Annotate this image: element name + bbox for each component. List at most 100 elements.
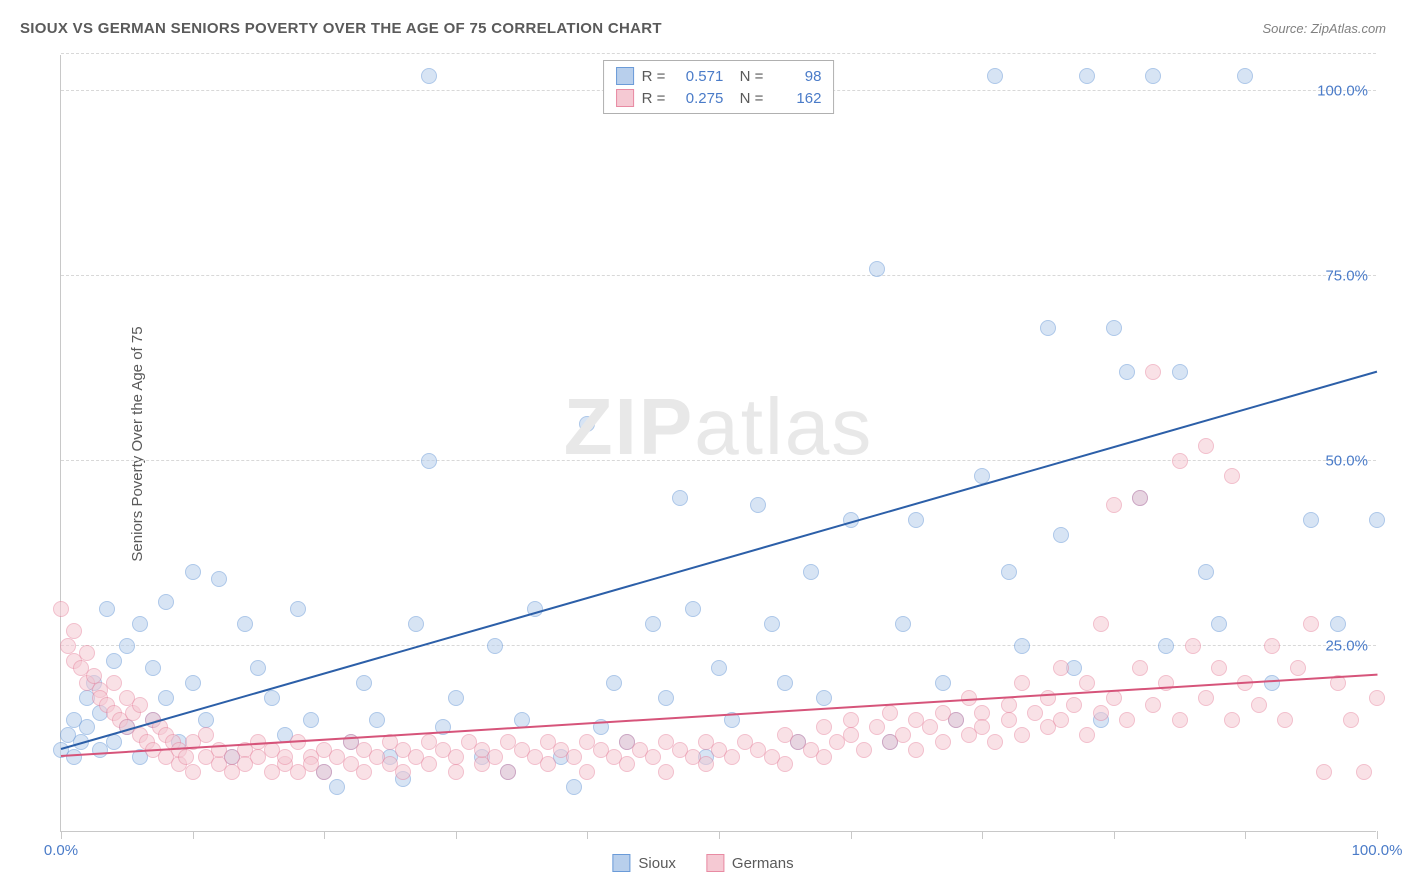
legend-swatch [616, 89, 634, 107]
data-point [1198, 564, 1214, 580]
data-point [1001, 564, 1017, 580]
data-point [987, 734, 1003, 750]
x-tick [587, 831, 588, 839]
data-point [922, 719, 938, 735]
data-point [1014, 727, 1030, 743]
data-point [145, 660, 161, 676]
legend-series-item: Sioux [612, 854, 676, 872]
data-point [1172, 364, 1188, 380]
data-point [185, 564, 201, 580]
data-point [1106, 497, 1122, 513]
data-point [1145, 364, 1161, 380]
legend-n-label: N = [731, 68, 763, 85]
data-point [178, 749, 194, 765]
data-point [698, 756, 714, 772]
data-point [1303, 616, 1319, 632]
data-point [856, 742, 872, 758]
data-point [869, 261, 885, 277]
data-point [198, 727, 214, 743]
data-point [106, 734, 122, 750]
data-point [908, 742, 924, 758]
data-point [1369, 512, 1385, 528]
legend-r-label: R = [642, 68, 666, 85]
data-point [882, 705, 898, 721]
data-point [132, 616, 148, 632]
data-point [935, 734, 951, 750]
data-point [356, 675, 372, 691]
data-point [66, 623, 82, 639]
data-point [448, 690, 464, 706]
data-point [843, 712, 859, 728]
data-point [99, 601, 115, 617]
data-point [1343, 712, 1359, 728]
legend-n-value: 162 [771, 90, 821, 107]
data-point [579, 764, 595, 780]
legend-swatch [612, 854, 630, 872]
data-point [329, 779, 345, 795]
data-point [53, 601, 69, 617]
x-tick [851, 831, 852, 839]
data-point [395, 764, 411, 780]
y-tick-label: 75.0% [1325, 268, 1368, 285]
legend-correlation-row: R = 0.275 N = 162 [616, 87, 822, 109]
data-point [250, 660, 266, 676]
x-tick [61, 831, 62, 839]
data-point [645, 749, 661, 765]
data-point [1053, 527, 1069, 543]
correlation-legend: R =0.571 N =98R =0.275 N =162 [603, 60, 835, 114]
data-point [724, 749, 740, 765]
x-tick [982, 831, 983, 839]
data-point [803, 564, 819, 580]
legend-r-label: R = [642, 90, 666, 107]
x-tick [719, 831, 720, 839]
legend-series-label: Sioux [638, 855, 676, 872]
chart-container: Seniors Poverty Over the Age of 75 ZIPat… [60, 55, 1376, 832]
data-point [1185, 638, 1201, 654]
data-point [1093, 705, 1109, 721]
data-point [1001, 712, 1017, 728]
data-point [540, 756, 556, 772]
data-point [645, 616, 661, 632]
data-point [1211, 660, 1227, 676]
data-point [198, 712, 214, 728]
data-point [421, 453, 437, 469]
data-point [1172, 453, 1188, 469]
data-point [1198, 438, 1214, 454]
plot-area: ZIPatlas R =0.571 N =98R =0.275 N =162 2… [60, 55, 1376, 832]
data-point [86, 668, 102, 684]
data-point [895, 727, 911, 743]
legend-n-label: N = [731, 90, 763, 107]
data-point [408, 616, 424, 632]
data-point [106, 653, 122, 669]
data-point [1079, 68, 1095, 84]
data-point [1053, 712, 1069, 728]
data-point [777, 675, 793, 691]
x-tick [1245, 831, 1246, 839]
legend-r-value: 0.275 [673, 90, 723, 107]
y-tick-label: 50.0% [1325, 453, 1368, 470]
data-point [1040, 690, 1056, 706]
legend-swatch [706, 854, 724, 872]
x-tick [193, 831, 194, 839]
data-point [1093, 616, 1109, 632]
legend-correlation-row: R =0.571 N =98 [616, 65, 822, 87]
data-point [185, 675, 201, 691]
data-point [1224, 712, 1240, 728]
data-point [119, 638, 135, 654]
data-point [66, 749, 82, 765]
data-point [566, 749, 582, 765]
x-tick [324, 831, 325, 839]
data-point [1119, 712, 1135, 728]
legend-series-item: Germans [706, 854, 794, 872]
data-point [1079, 675, 1095, 691]
data-point [935, 675, 951, 691]
x-tick [456, 831, 457, 839]
data-point [356, 764, 372, 780]
data-point [711, 660, 727, 676]
data-point [974, 719, 990, 735]
data-point [1119, 364, 1135, 380]
source-text: Source: ZipAtlas.com [1262, 21, 1386, 36]
y-tick-label: 25.0% [1325, 638, 1368, 655]
data-point [211, 571, 227, 587]
data-point [448, 749, 464, 765]
